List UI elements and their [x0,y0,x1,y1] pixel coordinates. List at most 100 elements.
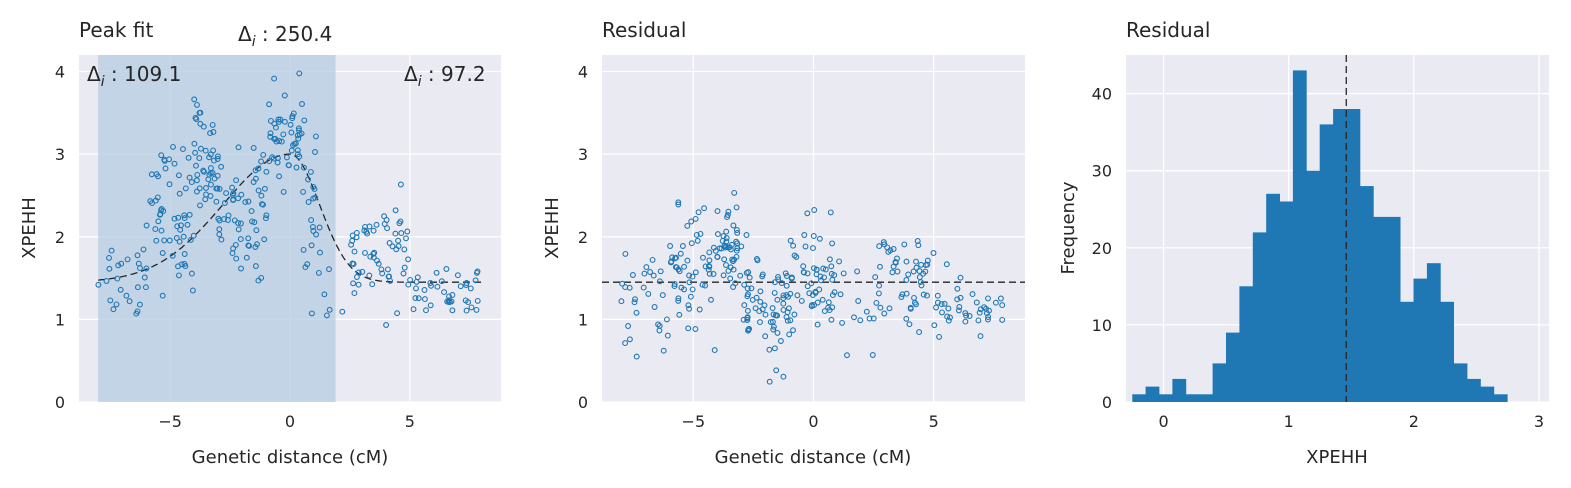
x-tick-label: 0 [808,412,818,431]
data-point [196,185,203,192]
data-point [463,282,470,288]
data-point [271,135,278,142]
data-point [913,264,920,271]
data-point [806,290,813,297]
data-point [473,306,480,313]
data-point [734,229,741,236]
data-point [126,298,133,305]
data-point [762,333,769,340]
data-point [161,156,168,163]
data-point [711,347,718,354]
data-point [733,247,740,254]
data-point [309,224,316,230]
data-point [650,272,657,279]
data-point [230,197,237,204]
data-point [828,263,835,270]
data-point [280,188,287,195]
data-point [723,235,730,241]
data-point [206,154,213,161]
data-point [744,317,751,323]
data-point [906,321,913,328]
data-point [276,138,283,144]
data-point [403,235,409,242]
data-point [816,235,823,242]
data-point [894,255,900,262]
data-point [174,223,181,230]
data-point [158,152,165,159]
data-point [389,243,396,250]
data-point [449,292,456,298]
y-tick-label: 40 [1092,85,1112,104]
data-point [272,124,279,131]
data-point [369,281,376,288]
data-point [326,266,332,273]
data-point [263,212,270,219]
data-point [245,198,252,205]
data-point [733,227,740,233]
data-point [686,279,693,286]
data-point [258,158,265,165]
y-tick-label: 0 [1102,393,1112,412]
data-point [814,299,821,306]
data-point [870,315,877,322]
data-point [115,262,122,269]
data-point [692,269,699,276]
data-point [191,140,198,147]
data-point [898,294,905,300]
data-point [106,254,112,261]
data-point [152,226,159,233]
y-tick-label: 2 [55,228,65,247]
data-point [913,301,919,308]
data-point [829,240,836,247]
data-point [161,237,168,244]
ylabel-peak-fit: XPEHH [19,197,40,259]
data-point [355,281,362,288]
data-point [271,75,278,82]
data-point [727,246,734,253]
data-point [778,280,785,287]
data-point [293,164,300,171]
data-point [427,302,434,309]
data-point [730,222,737,229]
data-point [721,256,728,263]
data-point [783,282,790,289]
data-point [242,199,249,206]
data-point [844,352,850,359]
data-point [394,310,401,317]
data-point [294,151,301,158]
data-point [433,269,440,276]
data-point [304,261,311,268]
histogram-bar [1239,286,1254,402]
data-point [312,133,319,140]
data-point [175,214,182,221]
data-point [887,247,894,254]
data-point [207,130,214,137]
data-point [762,311,769,318]
data-point [656,278,663,285]
data-point [245,242,252,249]
data-point [441,289,448,296]
data-point [810,233,817,239]
data-point [984,316,991,323]
data-point [733,253,740,260]
data-point [467,285,474,292]
data-point [210,129,217,135]
data-point [788,274,795,281]
data-point [413,285,419,292]
data-point [804,270,811,277]
data-point [771,289,778,296]
data-point [647,269,654,275]
data-point [734,240,741,247]
data-point [378,266,385,273]
data-point [663,316,670,323]
data-point [810,265,817,272]
data-point [671,283,678,290]
data-point [294,147,301,154]
xlabel-peak-fit: Genetic distance (cM) [192,447,389,468]
data-point [229,184,236,191]
data-point [197,145,204,152]
data-point [281,118,288,125]
gridlines-residual-scatter [602,55,1025,403]
data-point [794,292,801,299]
data-point [197,109,204,116]
